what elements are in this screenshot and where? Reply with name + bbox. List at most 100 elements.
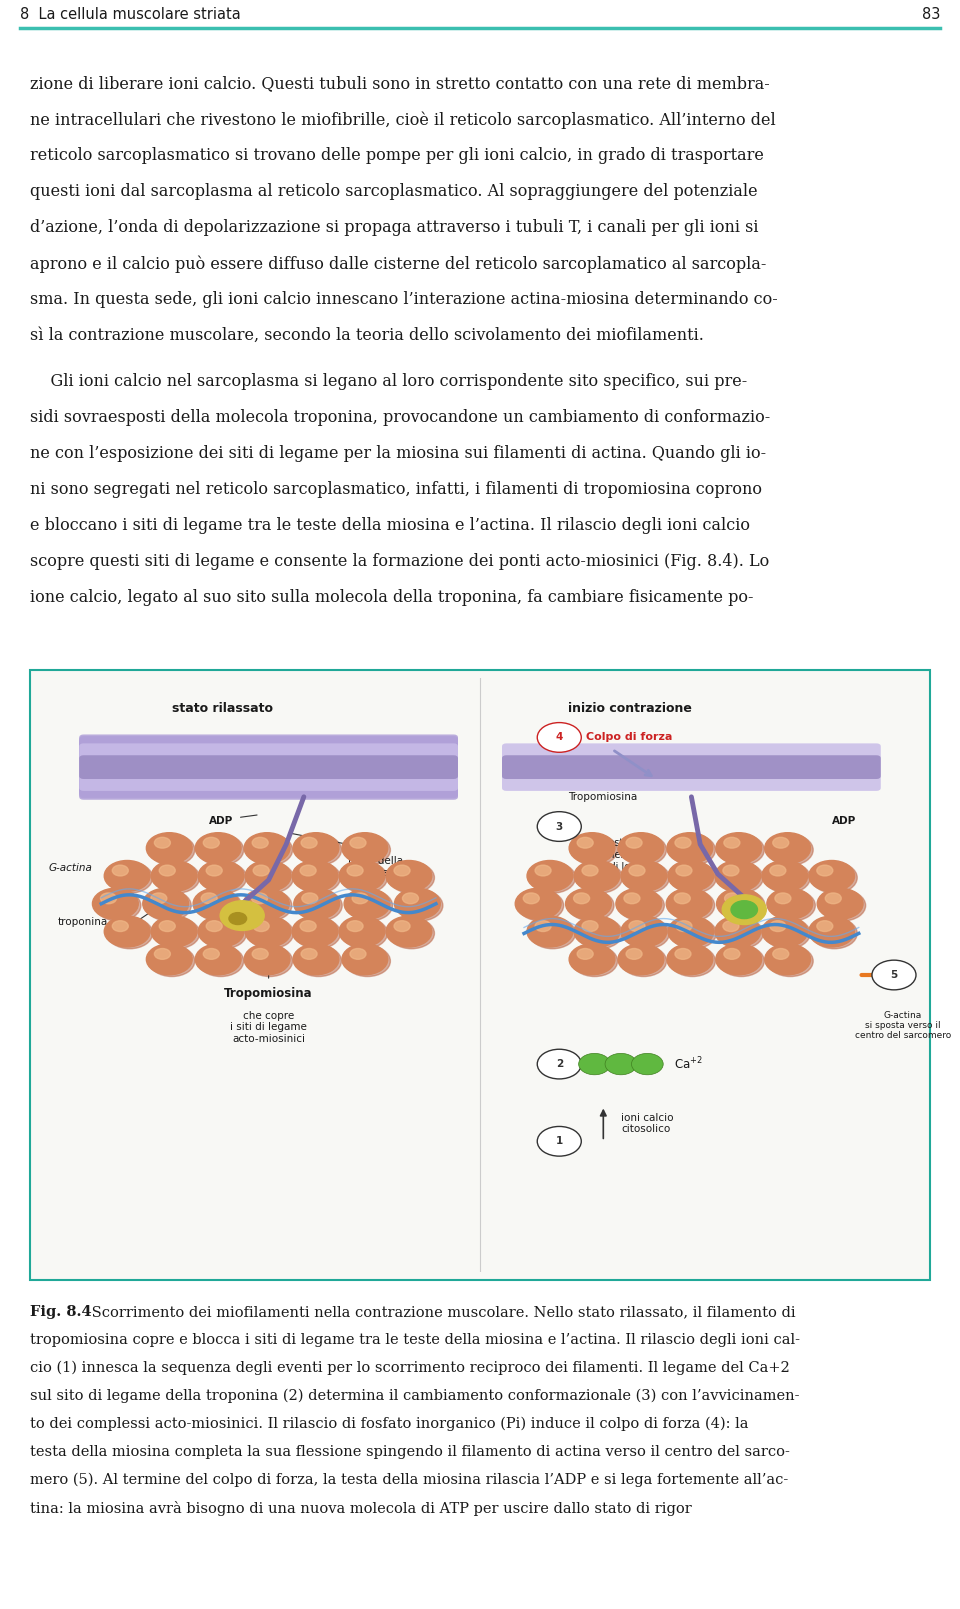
Circle shape (342, 917, 388, 949)
Circle shape (667, 833, 712, 864)
Circle shape (826, 893, 841, 904)
Circle shape (198, 835, 244, 866)
Circle shape (244, 944, 290, 975)
Circle shape (621, 861, 667, 891)
FancyBboxPatch shape (502, 743, 880, 792)
Circle shape (572, 835, 617, 866)
Circle shape (195, 944, 241, 975)
FancyBboxPatch shape (80, 755, 458, 779)
Circle shape (159, 920, 176, 932)
Circle shape (715, 861, 760, 891)
Circle shape (386, 916, 432, 948)
Text: testa della
miosina: testa della miosina (348, 856, 403, 879)
Text: Tropomiosina: Tropomiosina (225, 986, 313, 999)
Text: Fig. 8.4: Fig. 8.4 (30, 1305, 91, 1319)
Circle shape (676, 920, 692, 932)
Circle shape (716, 833, 761, 864)
Circle shape (764, 917, 810, 949)
Circle shape (149, 946, 195, 977)
Circle shape (573, 893, 589, 904)
Circle shape (767, 835, 813, 866)
Circle shape (817, 866, 833, 875)
Circle shape (675, 949, 691, 959)
Circle shape (775, 893, 791, 904)
Circle shape (618, 890, 664, 920)
Circle shape (394, 866, 410, 875)
Circle shape (152, 861, 197, 891)
Circle shape (624, 862, 669, 893)
Circle shape (248, 862, 294, 893)
Circle shape (244, 833, 290, 864)
Text: sì la contrazione muscolare, secondo la teoria dello scivolamento dei miofilamen: sì la contrazione muscolare, secondo la … (30, 327, 704, 344)
Circle shape (577, 917, 622, 949)
Text: aprono e il calcio può essere diffuso dalle cisterne del reticolo sarcoplamatico: aprono e il calcio può essere diffuso da… (30, 254, 766, 272)
Circle shape (764, 862, 810, 893)
Circle shape (629, 866, 645, 875)
Circle shape (143, 888, 188, 919)
Circle shape (523, 893, 540, 904)
Circle shape (347, 890, 393, 920)
Circle shape (154, 917, 200, 949)
Text: inizio contrazione: inizio contrazione (568, 702, 692, 714)
Circle shape (244, 888, 289, 919)
Text: si sposta
esponendo
i siti di legame: si sposta esponendo i siti di legame (586, 838, 658, 872)
Circle shape (569, 944, 615, 975)
Text: ne intracellulari che rivestono le miofibrille, cioè il reticolo sarcoplasmatico: ne intracellulari che rivestono le miofi… (30, 111, 776, 129)
Circle shape (300, 866, 316, 875)
Circle shape (723, 866, 739, 875)
Circle shape (765, 944, 810, 975)
Circle shape (204, 837, 219, 848)
Text: 83: 83 (922, 6, 940, 23)
Circle shape (605, 1054, 636, 1075)
Circle shape (198, 861, 244, 891)
Circle shape (670, 917, 716, 949)
Text: reticolo sarcoplasmatico si trovano delle pompe per gli ioni calcio, in grado di: reticolo sarcoplasmatico si trovano dell… (30, 146, 764, 164)
Circle shape (719, 890, 765, 920)
Circle shape (629, 920, 645, 932)
Text: 8  La cellula muscolare striata: 8 La cellula muscolare striata (20, 6, 241, 23)
Circle shape (765, 833, 810, 864)
Text: ni sono segregati nel reticolo sarcoplasmatico, infatti, i filamenti di tropomio: ni sono segregati nel reticolo sarcoplas… (30, 481, 762, 499)
Circle shape (565, 888, 612, 919)
Circle shape (618, 833, 664, 864)
Text: tina: la miosina avrà bisogno di una nuova molecola di ATP per uscire dallo stat: tina: la miosina avrà bisogno di una nuo… (30, 1501, 692, 1516)
Text: 5: 5 (890, 970, 898, 980)
Ellipse shape (722, 895, 766, 925)
Circle shape (342, 944, 388, 975)
Circle shape (731, 901, 757, 919)
Circle shape (718, 946, 764, 977)
Circle shape (195, 833, 241, 864)
Circle shape (669, 946, 715, 977)
Circle shape (294, 888, 340, 919)
Circle shape (808, 916, 854, 948)
Circle shape (101, 893, 116, 904)
Circle shape (724, 837, 740, 848)
Circle shape (296, 835, 342, 866)
Circle shape (206, 866, 222, 875)
FancyBboxPatch shape (502, 755, 880, 779)
Text: questi ioni dal sarcoplasma al reticolo sarcoplasmatico. Al sopraggiungere del p: questi ioni dal sarcoplasma al reticolo … (30, 183, 757, 200)
Circle shape (152, 916, 197, 948)
Circle shape (538, 811, 582, 842)
Circle shape (717, 862, 763, 893)
Text: testa della miosina completa la sua flessione spingendo il filamento di actina v: testa della miosina completa la sua fles… (30, 1445, 790, 1459)
Circle shape (624, 917, 669, 949)
Circle shape (300, 920, 316, 932)
Circle shape (538, 722, 582, 753)
Circle shape (297, 890, 342, 920)
Circle shape (715, 916, 760, 948)
Circle shape (348, 920, 363, 932)
FancyBboxPatch shape (80, 737, 458, 796)
Circle shape (253, 920, 269, 932)
Circle shape (301, 949, 317, 959)
FancyBboxPatch shape (80, 734, 458, 800)
Circle shape (389, 917, 435, 949)
Circle shape (616, 888, 661, 919)
Circle shape (621, 916, 667, 948)
Circle shape (872, 961, 916, 990)
Circle shape (817, 920, 833, 932)
Circle shape (151, 893, 167, 904)
Circle shape (105, 916, 150, 948)
Circle shape (538, 1049, 582, 1080)
Circle shape (767, 888, 813, 919)
